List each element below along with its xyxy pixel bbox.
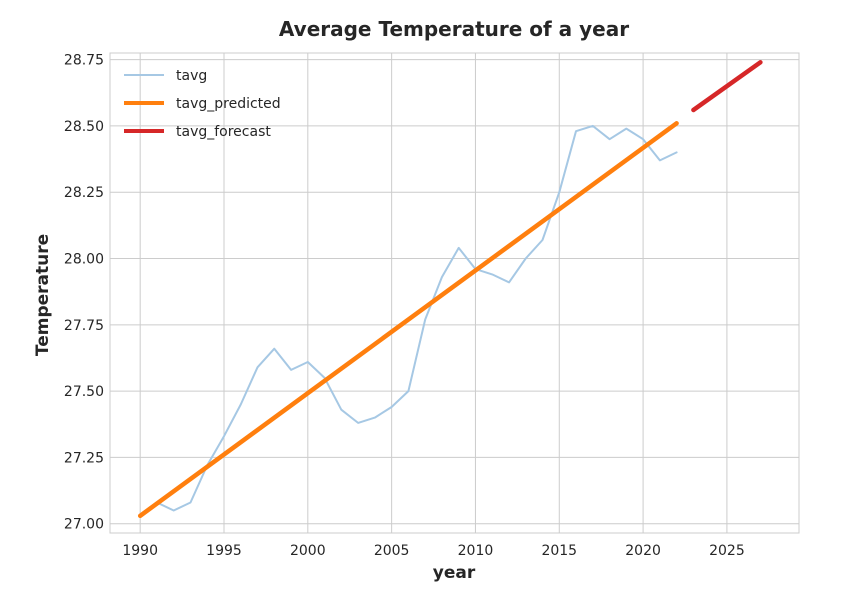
legend: tavg tavg_predicted tavg_forecast (124, 68, 281, 140)
y-tick-label-4: 28.00 (64, 252, 104, 268)
y-tick-label-0: 27.00 (64, 517, 104, 533)
y-tick-label-7: 28.75 (64, 53, 104, 69)
x-tick-label-2000: 2000 (290, 543, 326, 559)
legend-label-tavg-forecast: tavg_forecast (176, 124, 271, 140)
x-tick-label-2005: 2005 (374, 543, 410, 559)
series-layer (137, 60, 763, 519)
series-line-tavg-forecast (691, 60, 763, 113)
legend-label-tavg: tavg (176, 68, 207, 84)
x-tick-label-1995: 1995 (206, 543, 242, 559)
y-tick-label-1: 27.25 (64, 450, 104, 466)
plot-border (109, 52, 800, 534)
y-tick-label-2: 27.50 (64, 384, 104, 400)
x-tick-label-2025: 2025 (709, 543, 745, 559)
y-tick-labels: 27.00 27.25 27.50 27.75 28.00 28.25 28.50 28.75 (64, 53, 104, 533)
legend-label-tavg-predicted: tavg_predicted (176, 96, 281, 112)
x-tick-labels: 1990 1995 2000 2005 2010 2015 2020 2025 (122, 543, 744, 559)
x-tick-label-1990: 1990 (122, 543, 158, 559)
y-tick-label-6: 28.50 (64, 119, 104, 135)
x-tick-label-2020: 2020 (625, 543, 661, 559)
y-tick-label-5: 28.25 (64, 185, 104, 201)
chart-title: Average Temperature of a year (279, 17, 629, 41)
series-line-tavg (139, 124, 678, 517)
x-tick-label-2010: 2010 (458, 543, 494, 559)
y-tick-label-3: 27.75 (64, 318, 104, 334)
y-axis-title: Temperature (33, 234, 53, 356)
x-axis-title: year (433, 563, 476, 583)
series-line-tavg-predicted (137, 121, 679, 519)
x-tick-label-2015: 2015 (541, 543, 577, 559)
grid-lines (110, 53, 799, 533)
